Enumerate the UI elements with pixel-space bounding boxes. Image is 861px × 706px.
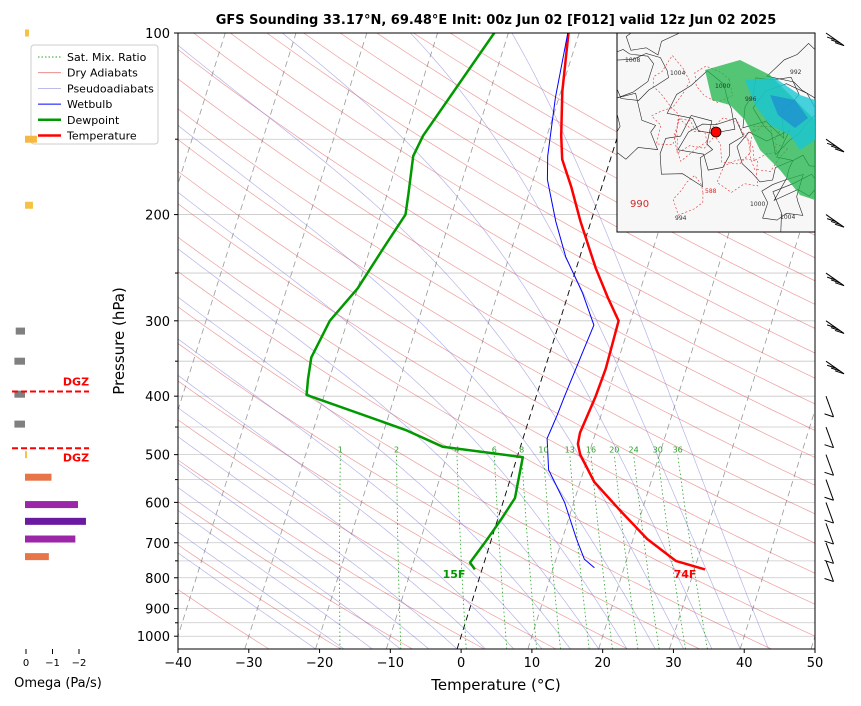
omega-bar [25, 202, 33, 209]
dgz-label: DGZ [63, 451, 89, 464]
omega-bar [14, 358, 25, 365]
map-contour-label: 990 [630, 199, 649, 210]
omega-bar [25, 553, 49, 560]
omega-bar [25, 536, 75, 543]
y-tick-label: 600 [145, 496, 170, 511]
omega-bar [25, 30, 29, 37]
x-tick-label: −40 [164, 656, 191, 671]
legend-label: Pseudoadiabats [67, 82, 154, 95]
dgz-label: DGZ [63, 376, 89, 389]
mixing-ratio-label: 36 [673, 446, 683, 455]
map-contour-label: 1004 [780, 214, 795, 221]
mixing-ratio-label: 30 [653, 446, 663, 455]
mixing-ratio-label: 1 [338, 446, 343, 455]
x-tick-label: 0 [457, 656, 465, 671]
mixing-ratio-label: 2 [394, 446, 399, 455]
map-contour-label: 1000 [750, 201, 765, 208]
y-tick-label: 100 [145, 27, 170, 42]
legend-label: Dewpoint [67, 114, 120, 127]
map-inset: 1008 1004 1000 996 992 990 994 588 1000 1004 [587, 4, 832, 242]
omega-bar [25, 501, 78, 508]
omega-tick-label: −1 [45, 658, 60, 669]
omega-axis-label: Omega (Pa/s) [14, 676, 102, 691]
x-tick-label: −30 [235, 656, 262, 671]
y-tick-label: 1000 [137, 630, 170, 645]
x-tick-label: 20 [594, 656, 611, 671]
y-tick-label: 300 [145, 315, 170, 330]
x-tick-label: 10 [524, 656, 541, 671]
map-contour-label: 994 [675, 215, 687, 222]
x-tick-label: −20 [306, 656, 333, 671]
x-tick-label: −10 [377, 656, 404, 671]
omega-tick-label: 0 [23, 658, 29, 669]
mixing-ratio-label: 16 [586, 446, 596, 455]
x-axis-label: Temperature (°C) [430, 676, 560, 694]
mixing-ratio-label: 8 [519, 446, 524, 455]
omega-bar [25, 474, 52, 481]
y-tick-label: 900 [145, 603, 170, 618]
legend: Sat. Mix. Ratio Dry Adiabats Pseudoadiabat… [31, 45, 158, 144]
mixing-ratio-label: 10 [538, 446, 548, 455]
surface-dewpoint-label: 15F [443, 568, 466, 581]
chart-title: GFS Sounding 33.17°N, 69.48°E Init: 00z … [216, 13, 777, 28]
map-contour-label: 996 [745, 96, 757, 103]
mixing-ratio-label: 24 [629, 446, 639, 455]
mixing-ratio-label: 6 [492, 446, 497, 455]
mixing-ratio-label: 4 [454, 446, 459, 455]
y-tick-label: 500 [145, 449, 170, 464]
y-tick-label: 200 [145, 209, 170, 224]
omega-tick-label: −2 [72, 658, 87, 669]
omega-bar [14, 421, 25, 428]
legend-label: Sat. Mix. Ratio [67, 51, 147, 64]
map-contour-label: 1008 [625, 57, 640, 64]
legend-label: Wetbulb [67, 98, 112, 111]
mixing-ratio-label: 20 [609, 446, 619, 455]
map-contour-label: 1004 [670, 70, 685, 77]
y-tick-label: 400 [145, 390, 170, 405]
y-axis-label: Pressure (hPa) [110, 287, 128, 395]
omega-bar [25, 136, 37, 143]
omega-bar [16, 328, 25, 335]
omega-bar [25, 451, 27, 458]
location-marker [711, 127, 721, 137]
x-tick-label: 50 [807, 656, 824, 671]
mixing-ratio-label: 13 [565, 446, 575, 455]
surface-temp-label: 74F [674, 568, 697, 581]
map-contour-label: 992 [790, 69, 802, 76]
map-contour-label: 1000 [715, 83, 730, 90]
y-tick-label: 700 [145, 537, 170, 552]
y-tick-label: 800 [145, 572, 170, 587]
x-tick-label: 30 [665, 656, 682, 671]
map-contour-label: 588 [705, 188, 717, 195]
legend-label: Dry Adiabats [67, 67, 138, 80]
x-tick-label: 40 [736, 656, 753, 671]
omega-bar [25, 518, 86, 525]
legend-label: Temperature [66, 130, 137, 143]
